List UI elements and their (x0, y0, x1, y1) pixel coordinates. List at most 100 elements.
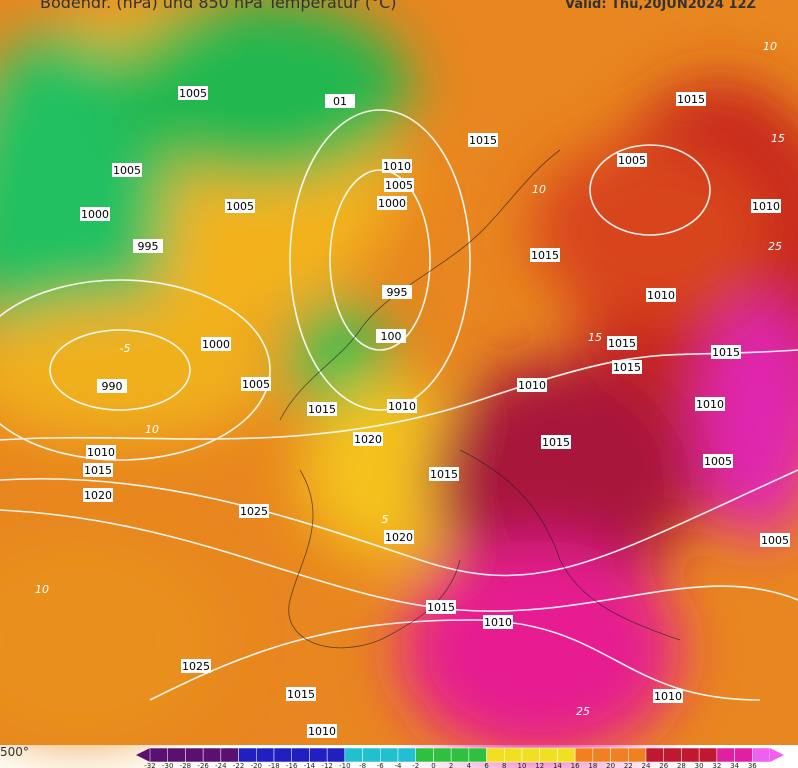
isobar-label: 1010 (517, 378, 547, 392)
colorbar-arrow-right (770, 748, 784, 762)
isobar-value: 1010 (752, 200, 780, 213)
isotherm-label: -5 (120, 342, 131, 355)
colorbar-label: 8 (502, 762, 506, 768)
colorbar-label: 22 (624, 762, 633, 768)
colorbar-label: 32 (712, 762, 721, 768)
label-box (517, 378, 547, 392)
isobar-label: 1025 (181, 659, 211, 673)
isotherm-label: 10 (532, 183, 546, 196)
colorbar-cell (185, 747, 204, 763)
colorbar-label: 20 (606, 762, 615, 768)
isotherm-label: 25 (768, 240, 782, 253)
valid-time: Valid: Thu,20JUN2024 12Z (565, 0, 756, 12)
colorbar-cell (521, 747, 540, 763)
label-box (676, 92, 706, 106)
isobar-label: 1015 (541, 435, 571, 449)
isobar-label: 1015 (307, 402, 337, 416)
isobar-value: 1000 (202, 338, 230, 351)
isobar-label: 995 (133, 239, 163, 253)
colorbar-cell (344, 747, 363, 763)
isobar-label: 1010 (86, 445, 116, 459)
colorbar-label: -22 (233, 762, 244, 768)
isobar-label: 1010 (382, 159, 412, 173)
isotherm-label: 10 (35, 583, 49, 596)
label-box (384, 530, 414, 544)
colorbar-cell (716, 747, 735, 763)
colorbar-label: -30 (162, 762, 173, 768)
colorbar-label: 26 (659, 762, 668, 768)
colorbar-label: -14 (304, 762, 316, 768)
label-box (86, 445, 116, 459)
isotherm-label: 15 (771, 132, 785, 145)
colorbar-label: 6 (484, 762, 489, 768)
colorbar-cell (468, 747, 487, 763)
isobar-label: 1020 (353, 432, 383, 446)
label-box (325, 94, 355, 108)
isobar-label: 1015 (607, 336, 637, 350)
isotherm-label: 10 (145, 423, 159, 436)
colorbar-cell (220, 747, 239, 763)
isobar-value: 1015 (308, 403, 336, 416)
isobar-label: 1005 (760, 533, 790, 547)
label-box (241, 377, 271, 391)
label-box (80, 207, 110, 221)
isobar-value: 1010 (484, 616, 512, 629)
colorbar-cell (486, 747, 505, 763)
isobars (0, 109, 798, 701)
isobar-label: 995 (382, 285, 412, 299)
label-box (286, 687, 316, 701)
isobar-label: 1005 (241, 377, 271, 391)
colorbar-cell (574, 747, 594, 763)
colorbar-label: -2 (412, 762, 419, 768)
isobar-label: 1020 (83, 488, 113, 502)
colorbar-cell (309, 747, 328, 763)
isobar-value: 995 (387, 286, 408, 299)
colorbar-label: -12 (321, 762, 332, 768)
colorbar-label: 24 (642, 762, 651, 768)
colorbar-cell (645, 747, 664, 763)
isotherm-label: 5 (382, 513, 389, 526)
colorbar-label: 18 (588, 762, 597, 768)
colorbar-label: -10 (339, 762, 350, 768)
isobar-value: 1015 (542, 436, 570, 449)
colorbar-label: -26 (197, 762, 209, 768)
isobar-label: 1015 (429, 467, 459, 481)
label-box (382, 159, 412, 173)
isobar-value: 1010 (383, 160, 411, 173)
isobar-value: 1005 (242, 378, 270, 391)
label-box (711, 345, 741, 359)
isobar-value: 1005 (179, 87, 207, 100)
colorbar-cell (628, 747, 647, 763)
colorbar-cell (734, 747, 753, 763)
colorbar-cell (610, 747, 629, 763)
isobar-value: 1015 (712, 346, 740, 359)
label-box (97, 379, 127, 393)
colorbar-label: -32 (144, 762, 155, 768)
isobar-label: 1010 (695, 397, 725, 411)
colorbar: -32 -30 -28 -26 -24 -22 -20 -18 -16 -14 -12 -10 -8 -6… (136, 747, 784, 768)
isobar-value: 1000 (378, 197, 406, 210)
isobar-label: 1025 (239, 504, 269, 518)
isobar-label: 1015 (286, 687, 316, 701)
label-box (703, 454, 733, 468)
isobar-value: 100 (381, 330, 402, 343)
colorbar-label: -6 (377, 762, 385, 768)
isobar-value: 1005 (761, 534, 789, 547)
isobar-value: 1020 (354, 433, 382, 446)
label-box (468, 133, 498, 147)
label-box (307, 402, 337, 416)
label-box (201, 337, 231, 351)
isobar-label: 1010 (653, 689, 683, 703)
label-box (83, 463, 113, 477)
colorbar-cell (557, 747, 576, 763)
isobar-label: 1015 (612, 360, 642, 374)
colorbar-label: 30 (695, 762, 704, 768)
isobar-value: 1010 (696, 398, 724, 411)
colorbar-cell (202, 747, 222, 763)
isobar-label: 01 (325, 94, 355, 108)
isobar-label: 1005 (384, 178, 414, 192)
label-box (530, 248, 560, 262)
label-box (426, 600, 456, 614)
label-box (181, 659, 211, 673)
